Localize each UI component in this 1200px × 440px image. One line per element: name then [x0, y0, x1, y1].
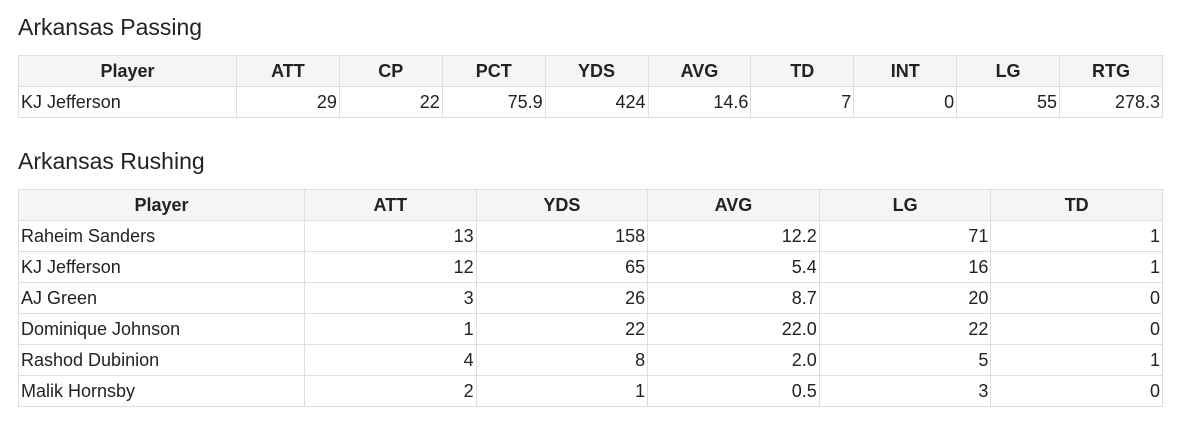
stat-cell: 8 [475, 344, 649, 376]
stats-table: Player ATT CP PCT YDS AVG TD INT LG RTG KJ Jeffers… [18, 55, 1163, 118]
stat-cell: 55 [956, 86, 1060, 118]
table-row: Rashod Dubinion 4 8 2.0 5 1 [18, 344, 1163, 376]
stat-cell: 26 [475, 282, 649, 314]
stat-cell: 7 [750, 86, 855, 118]
section-title: Arkansas Rushing [18, 148, 205, 174]
player-cell: KJ Jefferson [18, 251, 305, 283]
stat-cell: 0 [990, 282, 1163, 314]
stat-cell: 1 [990, 220, 1163, 252]
stat-cell: 14.6 [647, 86, 752, 118]
table-body: KJ Jefferson 29 22 75.9 424 14.6 7 0 55 278.3 [18, 86, 1163, 118]
column-header: ATT [236, 55, 340, 87]
stat-cell: 278.3 [1059, 86, 1163, 118]
stat-cell: 3 [818, 375, 992, 407]
player-cell: Rashod Dubinion [18, 344, 305, 376]
stat-cell: 71 [818, 220, 992, 252]
player-cell: AJ Green [18, 282, 305, 314]
stat-cell: 0.5 [647, 375, 820, 407]
column-header: CP [338, 55, 443, 87]
column-header: RTG [1059, 55, 1163, 87]
table-header: Player ATT YDS AVG LG TD [18, 189, 1163, 221]
column-header: PCT [441, 55, 546, 87]
stat-cell: 20 [818, 282, 992, 314]
stat-cell: 8.7 [647, 282, 820, 314]
stat-cell: 5.4 [647, 251, 820, 283]
stat-cell: 5 [818, 344, 992, 376]
table-row: Dominique Johnson 1 22 22.0 22 0 [18, 313, 1163, 345]
stat-cell: 12 [304, 251, 477, 283]
player-cell: Raheim Sanders [18, 220, 305, 252]
stat-cell: 13 [304, 220, 477, 252]
table-row: AJ Green 3 26 8.7 20 0 [18, 282, 1163, 314]
stat-cell: 22 [475, 313, 649, 345]
header-row: Player ATT CP PCT YDS AVG TD INT LG RTG [18, 55, 1163, 87]
player-cell: KJ Jefferson [18, 86, 237, 118]
stat-cell: 22 [818, 313, 992, 345]
column-header: YDS [475, 189, 649, 221]
stat-cell: 29 [236, 86, 340, 118]
stat-cell: 424 [544, 86, 649, 118]
column-header: TD [750, 55, 855, 87]
stat-cell: 1 [304, 313, 477, 345]
stat-cell: 1 [990, 344, 1163, 376]
stat-cell: 2 [304, 375, 477, 407]
stats-table: Player ATT YDS AVG LG TD Raheim Sanders 13 158 12… [18, 189, 1163, 407]
column-header: ATT [304, 189, 477, 221]
stat-cell: 22 [338, 86, 443, 118]
player-cell: Dominique Johnson [18, 313, 305, 345]
stat-cell: 22.0 [647, 313, 820, 345]
column-header: TD [990, 189, 1163, 221]
section-title: Arkansas Passing [18, 14, 203, 40]
column-header: AVG [647, 55, 752, 87]
table-row: Malik Hornsby 2 1 0.5 3 0 [18, 375, 1163, 407]
stat-cell: 16 [818, 251, 992, 283]
stat-cell: 2.0 [647, 344, 820, 376]
stat-cell: 0 [990, 375, 1163, 407]
column-header: YDS [544, 55, 649, 87]
column-header: Player [18, 55, 237, 87]
column-header: INT [853, 55, 958, 87]
stat-cell: 4 [304, 344, 477, 376]
stat-cell: 158 [475, 220, 649, 252]
column-header: AVG [647, 189, 820, 221]
table-header: Player ATT CP PCT YDS AVG TD INT LG RTG [18, 55, 1163, 87]
stat-cell: 3 [304, 282, 477, 314]
table-body: Raheim Sanders 13 158 12.2 71 1 KJ Jefferson 12… [18, 220, 1163, 407]
stat-cell: 0 [853, 86, 958, 118]
column-header: LG [956, 55, 1060, 87]
table-row: KJ Jefferson 12 65 5.4 16 1 [18, 251, 1163, 283]
table-row: Raheim Sanders 13 158 12.2 71 1 [18, 220, 1163, 252]
table-row: KJ Jefferson 29 22 75.9 424 14.6 7 0 55 278.3 [18, 86, 1163, 118]
stat-cell: 0 [990, 313, 1163, 345]
stat-cell: 12.2 [647, 220, 820, 252]
header-row: Player ATT YDS AVG LG TD [18, 189, 1163, 221]
stat-cell: 75.9 [441, 86, 546, 118]
stat-cell: 1 [990, 251, 1163, 283]
stat-cell: 65 [475, 251, 649, 283]
column-header: Player [18, 189, 305, 221]
stat-cell: 1 [475, 375, 649, 407]
column-header: LG [818, 189, 992, 221]
player-cell: Malik Hornsby [18, 375, 305, 407]
